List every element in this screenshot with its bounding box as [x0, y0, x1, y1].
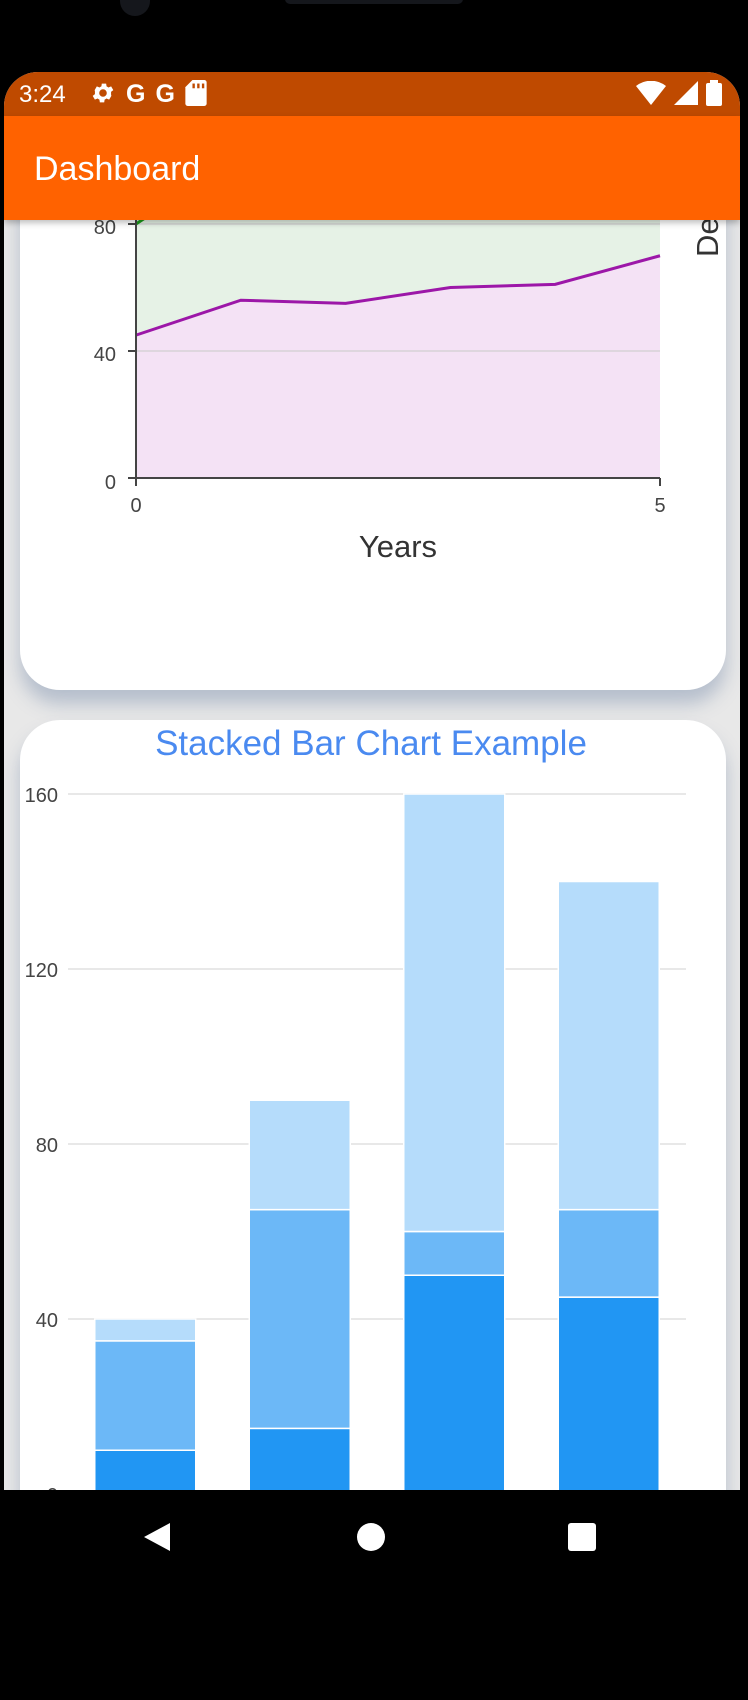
status-time: 3:24	[19, 81, 66, 108]
status-bar: 3:24 G G	[4, 72, 740, 116]
navigation-bar	[0, 1490, 748, 1630]
phone-screen: 3:24 G G Dashboard	[4, 72, 740, 1490]
area-chart-card: 80 40 0 0 5 Years Depa	[20, 220, 726, 690]
settings-icon	[90, 80, 116, 108]
stacked-bar-chart-card: Stacked Bar Chart Example 04080120160 20…	[20, 720, 726, 1490]
bar-2016-segment-1	[403, 1274, 506, 1490]
area-x-axis-label: Years	[359, 529, 437, 564]
bar-2014-segment-3	[94, 1318, 197, 1342]
area-x-tick-5: 5	[654, 495, 665, 517]
bar-2016-segment-3	[403, 793, 506, 1233]
bar-2017-segment-2	[557, 1208, 660, 1298]
area-series-2-fill	[136, 255, 660, 478]
app-title: Dashboard	[34, 150, 201, 188]
bar-chart-title: Stacked Bar Chart Example	[155, 724, 587, 763]
bar-2015-segment-2	[248, 1208, 351, 1430]
area-series-2-line	[135, 254, 661, 337]
battery-icon	[706, 80, 722, 111]
home-icon[interactable]	[357, 1523, 385, 1551]
area-y-tick-80: 80	[94, 220, 116, 239]
front-camera	[120, 0, 150, 16]
bar-y-tick-label-160: 160	[25, 785, 58, 807]
earpiece-speaker	[285, 0, 463, 4]
area-right-axis-label: Depa	[690, 220, 725, 257]
bar-y-tick-label-120: 120	[25, 960, 58, 982]
area-y-tick-40: 40	[94, 344, 116, 366]
app-bar: Dashboard	[4, 116, 740, 220]
stacked-bar-chart: Stacked Bar Chart Example 04080120160 20…	[25, 724, 686, 1490]
bar-2017-segment-3	[557, 880, 660, 1211]
bar-2015-segment-3	[248, 1099, 351, 1211]
bar-y-tick-label-40: 40	[36, 1310, 58, 1332]
area-y-tick-0: 0	[105, 472, 116, 494]
nav-buttons	[144, 1523, 596, 1551]
recents-icon[interactable]	[568, 1523, 596, 1551]
google-icon: G	[126, 80, 146, 108]
back-icon[interactable]	[144, 1523, 170, 1551]
sd-card-icon	[185, 80, 207, 108]
google-icon: G	[155, 80, 175, 108]
wifi-icon	[636, 80, 666, 110]
bar-2014-segment-2	[94, 1340, 197, 1451]
bar-2016-segment-2	[403, 1230, 506, 1276]
bar-2017-segment-1	[557, 1296, 660, 1490]
area-chart: 80 40 0 0 5 Years Depa	[94, 220, 725, 564]
area-x-tick-0: 0	[130, 495, 141, 517]
signal-icon	[674, 81, 698, 110]
bar-y-tick-label-80: 80	[36, 1135, 58, 1157]
bar-2015-segment-1	[248, 1427, 351, 1490]
bar-2014-segment-1	[94, 1449, 197, 1490]
bar-y-tick-label-0: 0	[47, 1485, 58, 1490]
dashboard-scroll-content[interactable]: 80 40 0 0 5 Years Depa Stacked Bar Chart…	[4, 220, 740, 1490]
